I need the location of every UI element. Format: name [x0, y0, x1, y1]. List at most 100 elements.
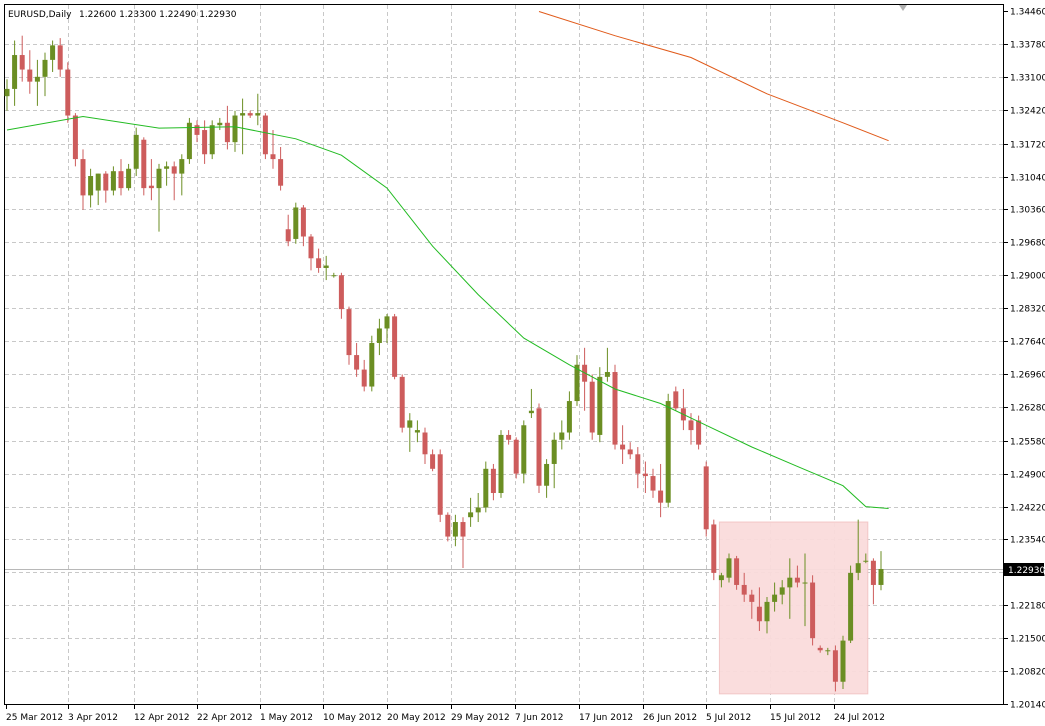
- candle-body: [756, 606, 762, 622]
- price-tick-label: 1.24900: [1010, 471, 1045, 481]
- candle-body: [787, 577, 793, 588]
- candle-body: [521, 425, 527, 474]
- candle-body: [696, 420, 702, 445]
- price-tick-label: 1.33100: [1010, 74, 1045, 84]
- candle-body: [612, 372, 618, 445]
- price-tick-label: 1.22180: [1010, 602, 1045, 612]
- candle-body: [878, 568, 884, 585]
- candle-body: [422, 432, 428, 455]
- candle-body: [749, 594, 755, 602]
- candle-body: [574, 364, 580, 402]
- candle-body: [194, 125, 200, 135]
- price-tick-label: 1.31040: [1010, 174, 1045, 184]
- candle-body: [164, 166, 170, 169]
- price-tick-label: 1.27640: [1010, 338, 1045, 348]
- candle-body: [711, 524, 717, 573]
- candle-body: [506, 434, 512, 440]
- candle-body: [224, 122, 230, 143]
- candle-body: [186, 122, 192, 160]
- candle-body: [285, 229, 291, 242]
- date-tick-label: 10 May 2012: [323, 713, 382, 723]
- candle-body: [848, 572, 854, 641]
- price-tick-label: 1.26960: [1010, 371, 1045, 381]
- candle-body: [490, 468, 496, 494]
- candle-body: [528, 410, 534, 414]
- candle-body: [57, 45, 63, 70]
- price-tick-label: 1.30360: [1010, 206, 1045, 216]
- candle-body: [65, 69, 71, 116]
- candle-body: [293, 207, 299, 239]
- date-tick-label: 25 Mar 2012: [6, 713, 63, 723]
- candle-body: [118, 171, 124, 189]
- candle-body: [361, 369, 367, 387]
- highlight-rect: [718, 521, 869, 695]
- candle-body: [483, 468, 489, 508]
- candle-body: [779, 587, 785, 595]
- candle-body: [772, 594, 778, 602]
- date-axis: 25 Mar 2012 3 Apr 2012 12 Apr 2012 22 Apr 2…: [6, 704, 885, 723]
- candle-body: [650, 476, 656, 491]
- scroll-marker-icon[interactable]: [899, 5, 907, 11]
- candle-body: [498, 434, 504, 494]
- date-tick-label: 5 Jul 2012: [706, 713, 751, 723]
- candle-body: [566, 401, 572, 433]
- candle-body: [468, 512, 474, 518]
- candle-body: [308, 236, 314, 259]
- highlight-zone: [718, 521, 869, 695]
- ma-fast-line: [6, 115, 889, 509]
- candle-body: [376, 328, 382, 343]
- candle-body: [354, 355, 360, 370]
- candle-body: [255, 113, 261, 116]
- candle-body: [718, 575, 724, 581]
- price-tick-label: 1.25580: [1010, 438, 1045, 448]
- candle-body: [414, 430, 420, 433]
- ohlc-label: 1.22600 1.23300 1.22490 1.22930: [79, 10, 237, 20]
- price-tick-label: 1.20140: [1010, 701, 1045, 711]
- candle-body: [12, 55, 18, 89]
- candle-body: [627, 449, 633, 455]
- candle-body: [217, 122, 223, 126]
- candle-body: [34, 76, 40, 82]
- candle-body: [703, 466, 709, 530]
- candle-body: [148, 185, 154, 189]
- date-tick-label: 26 Jun 2012: [643, 713, 697, 723]
- date-tick-label: 29 May 2012: [451, 713, 510, 723]
- current-price-marker: 1.22930: [1004, 563, 1045, 576]
- grid: [5, 5, 1003, 704]
- candle-body: [407, 420, 413, 428]
- date-tick-label: 7 Jun 2012: [515, 713, 563, 723]
- price-tick-label: 1.29000: [1010, 272, 1045, 282]
- candle-body: [88, 176, 94, 196]
- candle-body: [460, 522, 466, 537]
- price-tick-label: 1.32420: [1010, 107, 1045, 117]
- candle-body: [171, 166, 177, 174]
- candle-body: [536, 408, 542, 486]
- candle-body: [642, 473, 648, 477]
- candle-body: [817, 647, 823, 651]
- candle-body: [202, 130, 208, 155]
- candle-body: [384, 316, 390, 329]
- candle-body: [346, 309, 352, 356]
- candle-body: [604, 372, 610, 377]
- symbol-label: EURUSD,Daily: [8, 10, 72, 20]
- candle-body: [589, 381, 595, 433]
- candle-body: [392, 316, 398, 377]
- candle-body: [399, 376, 405, 428]
- candle-body: [247, 113, 253, 116]
- candle-body: [270, 154, 276, 160]
- candle-body: [544, 463, 550, 486]
- candle-body: [688, 420, 694, 431]
- candle-body: [179, 159, 185, 174]
- candle-body: [4, 88, 10, 97]
- candle-body: [278, 159, 284, 186]
- price-tick-label: 1.33780: [1010, 41, 1045, 51]
- candle-body: [437, 454, 443, 515]
- price-tick-label: 1.20820: [1010, 668, 1045, 678]
- moving-averages: [6, 11, 889, 509]
- candle-body: [734, 558, 740, 585]
- candle-body: [300, 207, 306, 237]
- candle-body: [323, 265, 329, 268]
- candle-body: [72, 115, 78, 160]
- candle-body: [559, 432, 565, 440]
